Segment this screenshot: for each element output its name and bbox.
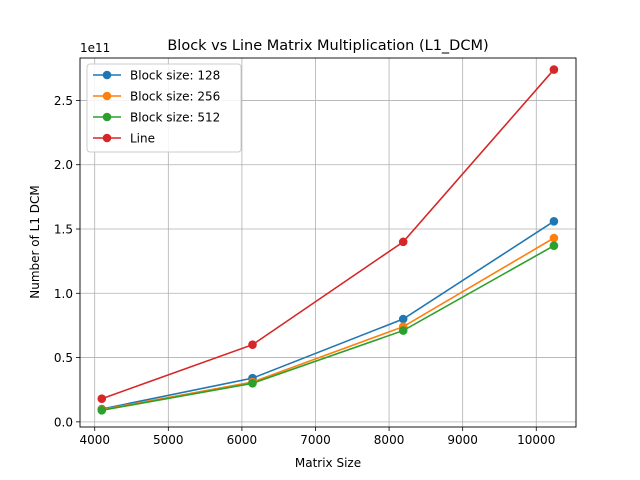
legend-label: Block size: 512 [130,111,220,125]
legend-box [86,63,242,153]
data-point [549,241,559,251]
x-tick-label: 7000 [300,433,331,447]
y-tick-label: 1.5 [54,223,73,237]
series-line [101,220,555,410]
series-line [101,237,555,411]
data-point [248,340,257,350]
x-tick-label: 6000 [227,433,258,447]
series-line [101,69,555,400]
legend-marker [102,70,112,80]
axes-frame [79,57,577,428]
data-point [97,405,107,415]
legend-label: Block size: 128 [130,69,220,83]
legend-label: Line [130,132,155,146]
data-point [549,233,559,243]
y-axis-label: Number of L1 DCM [28,185,42,299]
y-tick-label: 0.5 [54,351,73,365]
data-point [398,326,408,335]
x-tick-label: 10000 [517,433,555,447]
legend-label: Block size: 256 [130,90,220,104]
x-axis-label: Matrix Size [295,456,361,470]
data-point [248,378,257,388]
data-point [549,216,559,226]
x-tick-label: 5000 [153,433,184,447]
y-tick-label: 2.5 [54,94,73,108]
data-point [398,314,408,324]
plot-area: 4000 5000 6000 7000 8000 9000 10000 0.0 0.5 1.0 1.… [54,57,577,447]
legend-marker [102,112,112,122]
legend-marker [102,91,112,101]
legend: Block size: 128 Block size: 256 Block size… [86,63,242,153]
y-tick-label: 0.0 [54,415,73,429]
chart-title: Block vs Line Matrix Multiplication (L1_… [167,38,488,54]
data-point [398,237,408,247]
x-tick-label: 8000 [374,433,405,447]
legend-marker [102,133,112,143]
y-tick-label: 1.0 [54,287,73,301]
data-point [549,65,559,74]
y-axis-offset-label: 1e11 [80,41,110,55]
series-line [101,245,555,412]
x-tick-label: 9000 [447,433,478,447]
data-point [97,394,107,404]
x-tick-label: 4000 [79,433,110,447]
y-tick-label: 2.0 [54,158,73,172]
